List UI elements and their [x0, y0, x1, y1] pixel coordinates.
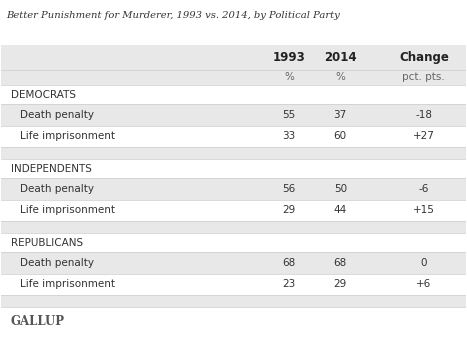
Text: Life imprisonment: Life imprisonment: [20, 205, 115, 216]
Text: Life imprisonment: Life imprisonment: [20, 132, 115, 141]
FancyBboxPatch shape: [1, 295, 466, 307]
Text: Change: Change: [399, 51, 449, 64]
Text: GALLUP: GALLUP: [11, 315, 64, 327]
FancyBboxPatch shape: [1, 221, 466, 233]
FancyBboxPatch shape: [1, 126, 466, 147]
Text: Life imprisonment: Life imprisonment: [20, 279, 115, 290]
Text: pct. pts.: pct. pts.: [403, 73, 445, 82]
FancyBboxPatch shape: [1, 252, 466, 274]
Text: INDEPENDENTS: INDEPENDENTS: [11, 164, 92, 174]
Text: 44: 44: [333, 205, 347, 216]
Text: +6: +6: [416, 279, 432, 290]
Text: Better Punishment for Murderer, 1993 vs. 2014, by Political Party: Better Punishment for Murderer, 1993 vs.…: [6, 12, 340, 20]
Text: +15: +15: [413, 205, 435, 216]
Text: 33: 33: [283, 132, 296, 141]
Text: Death penalty: Death penalty: [20, 184, 94, 194]
Text: -18: -18: [415, 110, 432, 120]
FancyBboxPatch shape: [1, 274, 466, 295]
Text: 68: 68: [283, 258, 296, 268]
FancyBboxPatch shape: [1, 178, 466, 200]
Text: %: %: [284, 73, 294, 82]
Text: 37: 37: [333, 110, 347, 120]
FancyBboxPatch shape: [1, 147, 466, 159]
Text: Death penalty: Death penalty: [20, 258, 94, 268]
Text: 29: 29: [333, 279, 347, 290]
FancyBboxPatch shape: [1, 200, 466, 221]
Text: 0: 0: [421, 258, 427, 268]
Text: Death penalty: Death penalty: [20, 110, 94, 120]
FancyBboxPatch shape: [1, 85, 466, 104]
Text: 29: 29: [283, 205, 296, 216]
FancyBboxPatch shape: [1, 69, 466, 85]
Text: +27: +27: [413, 132, 435, 141]
FancyBboxPatch shape: [1, 233, 466, 252]
Text: 1993: 1993: [273, 51, 305, 64]
Text: 55: 55: [283, 110, 296, 120]
FancyBboxPatch shape: [1, 104, 466, 126]
Text: 60: 60: [334, 132, 347, 141]
Text: 68: 68: [333, 258, 347, 268]
FancyBboxPatch shape: [1, 45, 466, 69]
Text: 2014: 2014: [324, 51, 357, 64]
Text: 23: 23: [283, 279, 296, 290]
Text: REPUBLICANS: REPUBLICANS: [11, 238, 83, 248]
Text: -6: -6: [418, 184, 429, 194]
Text: 50: 50: [334, 184, 347, 194]
Text: 56: 56: [283, 184, 296, 194]
Text: DEMOCRATS: DEMOCRATS: [11, 90, 76, 100]
Text: %: %: [335, 73, 345, 82]
FancyBboxPatch shape: [1, 159, 466, 178]
